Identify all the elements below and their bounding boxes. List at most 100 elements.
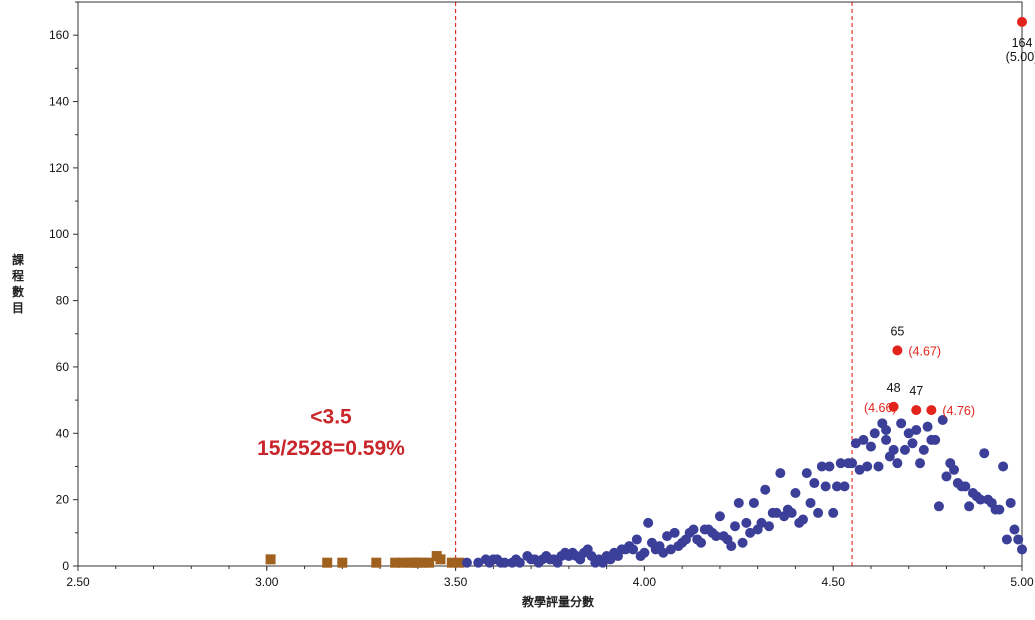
y-tick-label: 40 — [56, 426, 70, 440]
annotation-count: 65 — [890, 324, 904, 338]
data-point-circle — [658, 547, 669, 558]
y-tick-label: 20 — [56, 493, 70, 507]
data-point-circle — [741, 517, 752, 528]
data-point-circle — [514, 557, 525, 568]
data-point-circle — [865, 441, 876, 452]
data-point-circle — [748, 497, 759, 508]
data-point-circle — [918, 444, 929, 455]
x-tick-label: 3.00 — [255, 575, 279, 589]
data-point-circle — [711, 531, 722, 542]
annotation-score: (4.66) — [864, 401, 897, 415]
data-point-circle — [662, 531, 673, 542]
data-point-circle — [1017, 544, 1027, 555]
data-point-circle — [714, 511, 725, 522]
data-point-highlight — [926, 405, 937, 416]
data-point-circle — [911, 424, 922, 435]
x-tick-label: 4.50 — [822, 575, 846, 589]
data-point-square — [397, 557, 408, 568]
data-point-circle — [824, 461, 835, 472]
data-point-circle — [858, 434, 869, 445]
y-tick-labels: 0 20 40 60 80 100 120 140 160 — [49, 28, 69, 573]
data-point-circle — [960, 481, 971, 492]
data-point-circle — [850, 438, 861, 449]
data-point-circle — [930, 434, 941, 445]
data-point-circle — [881, 424, 892, 435]
data-point-circle — [820, 481, 831, 492]
data-point-circle — [903, 428, 914, 439]
data-point-square — [416, 557, 427, 568]
data-point-circle — [839, 481, 850, 492]
data-point-circle — [628, 544, 639, 555]
data-point-circle — [764, 521, 775, 532]
data-point-circle — [896, 418, 907, 429]
data-point-circle — [941, 471, 952, 482]
annotation-score: (4.76) — [942, 404, 975, 418]
data-points — [265, 16, 1027, 568]
data-point-circle — [696, 537, 707, 548]
x-tick-label: 2.50 — [66, 575, 90, 589]
data-point-circle — [771, 507, 782, 518]
axes — [73, 1, 1023, 571]
data-point-circle — [907, 438, 918, 449]
data-point-circle — [639, 547, 650, 558]
x-tick-label: 5.00 — [1010, 575, 1034, 589]
data-point-circle — [473, 557, 484, 568]
data-point-circle — [1009, 524, 1020, 535]
y-tick-label: 80 — [56, 294, 70, 308]
data-point-circle — [756, 517, 767, 528]
annotations: 164(5.00) 65 (4.67) 48 (4.66) 47 (4.76) — [864, 36, 1035, 418]
annotation-count: 48 — [887, 381, 901, 395]
data-point-circle — [937, 415, 948, 426]
reference-lines — [455, 2, 853, 566]
data-point-square — [435, 554, 446, 565]
data-point-circle — [688, 524, 699, 535]
data-point-circle — [631, 534, 642, 545]
annotation-count: 47 — [909, 384, 923, 398]
data-point-circle — [669, 527, 680, 538]
data-point-circle — [730, 521, 741, 532]
annotation-count: 164 — [1012, 36, 1033, 50]
data-point-circle — [760, 484, 771, 495]
data-point-circle — [873, 461, 884, 472]
x-tick-label: 3.50 — [444, 575, 468, 589]
data-point-circle — [899, 444, 910, 455]
data-point-circle — [805, 497, 816, 508]
data-point-circle — [888, 444, 899, 455]
data-point-square — [371, 557, 382, 568]
data-point-circle — [733, 497, 744, 508]
data-point-circle — [801, 468, 812, 479]
y-tick-label: 160 — [49, 28, 69, 42]
y-tick-label: 60 — [56, 360, 70, 374]
data-point-square — [446, 557, 457, 568]
y-tick-label: 0 — [62, 559, 69, 573]
data-point-square — [424, 557, 435, 568]
summary-ratio-label: 15/2528=0.59% — [257, 437, 405, 460]
data-point-square — [337, 557, 348, 568]
annotation-score: (5.00) — [1006, 50, 1035, 64]
data-point-circle — [1001, 534, 1012, 545]
data-point-square — [265, 554, 276, 565]
data-point-circle — [1013, 534, 1024, 545]
data-point-square — [322, 557, 333, 568]
data-point-circle — [809, 478, 820, 489]
data-point-circle — [831, 481, 842, 492]
annotation-score: (4.67) — [908, 344, 941, 358]
data-point-circle — [933, 501, 944, 512]
x-tick-label: 4.00 — [633, 575, 657, 589]
data-point-circle — [892, 458, 903, 469]
data-point-highlight — [888, 401, 899, 412]
data-point-circle — [915, 458, 926, 469]
data-point-highlight — [1017, 16, 1027, 27]
data-point-circle — [797, 514, 808, 525]
data-point-circle — [726, 541, 737, 552]
data-point-circle — [881, 434, 892, 445]
data-point-circle — [847, 458, 858, 469]
data-point-circle — [665, 544, 676, 555]
data-point-circle — [790, 488, 801, 499]
data-point-square — [390, 557, 401, 568]
data-point-circle — [862, 461, 873, 472]
data-point-square — [454, 557, 465, 568]
data-point-circle — [786, 507, 797, 518]
